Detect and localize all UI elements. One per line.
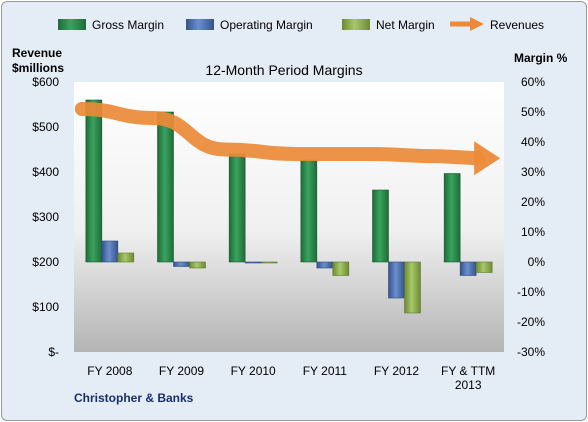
right-tick-label: -10% <box>517 285 545 299</box>
bar-net-margin-3 <box>260 261 278 264</box>
left-tick-label: $200 <box>32 255 59 269</box>
right-tick-label: 40% <box>521 135 545 149</box>
category-label: FY 2008 <box>87 364 132 378</box>
bar-gross-margin-4 <box>300 159 318 263</box>
plot-area <box>74 82 504 352</box>
bar-gross-margin-5 <box>372 189 389 263</box>
category-label: FY 2009 <box>159 364 204 378</box>
bar-net-margin-5 <box>404 261 421 314</box>
bar-gross-margin-3 <box>228 153 246 263</box>
right-tick-label: 0% <box>528 255 546 269</box>
right-tick-label: 30% <box>521 165 545 179</box>
left-tick-label: $300 <box>32 210 59 224</box>
revenue-arrowhead <box>474 141 501 176</box>
bar-net-margin-2 <box>189 261 206 269</box>
legend-arrowhead-revenues <box>470 17 484 31</box>
right-axis-label: Margin % <box>514 51 568 65</box>
left-tick-label: $500 <box>32 120 59 134</box>
right-tick-label: -20% <box>517 315 545 329</box>
left-axis-label-line1: Revenue <box>12 46 62 60</box>
right-tick-label: 20% <box>521 195 545 209</box>
legend-swatch-operating-margin <box>186 19 214 30</box>
bar-operating-margin-1 <box>101 240 119 263</box>
bar-net-margin-4 <box>332 261 350 276</box>
legend-label-gross-margin: Gross Margin <box>92 18 164 32</box>
bar-gross-margin-1 <box>85 99 103 263</box>
bar-net-margin-6 <box>475 261 493 273</box>
category-label: 2013 <box>455 378 482 392</box>
category-label: FY 2010 <box>231 364 276 378</box>
bar-operating-margin-3 <box>244 261 262 264</box>
left-tick-label: $600 <box>32 75 59 89</box>
bar-operating-margin-5 <box>388 261 405 299</box>
right-tick-label: 10% <box>521 225 545 239</box>
legend-swatch-gross-margin <box>58 19 86 30</box>
bar-net-margin-1 <box>117 252 135 263</box>
right-tick-label: -30% <box>517 345 545 359</box>
legend-label-operating-margin: Operating Margin <box>220 18 313 32</box>
legend: Gross Margin Operating Margin Net Margin… <box>58 17 544 32</box>
bar-operating-margin-2 <box>173 261 190 267</box>
legend-label-revenues: Revenues <box>490 18 544 32</box>
left-axis-label-line2: $millions <box>12 61 64 75</box>
bar-gross-margin-2 <box>157 111 174 263</box>
bar-operating-margin-6 <box>459 261 477 276</box>
company-name: Christopher & Banks <box>74 391 194 405</box>
left-tick-label: $- <box>48 345 59 359</box>
left-tick-label: $400 <box>32 165 59 179</box>
right-tick-label: 50% <box>521 105 545 119</box>
category-label: FY 2012 <box>374 364 419 378</box>
right-tick-label: 60% <box>521 75 545 89</box>
left-tick-label: $100 <box>32 300 59 314</box>
legend-swatch-net-margin <box>342 19 370 30</box>
legend-label-net-margin: Net Margin <box>376 18 435 32</box>
bar-gross-margin-6 <box>443 173 461 263</box>
bar-operating-margin-4 <box>316 261 334 269</box>
chart-title: 12-Month Period Margins <box>205 62 362 78</box>
category-label: FY & TTM <box>441 364 495 378</box>
category-label: FY 2011 <box>303 364 348 378</box>
revenue-line <box>74 102 486 166</box>
